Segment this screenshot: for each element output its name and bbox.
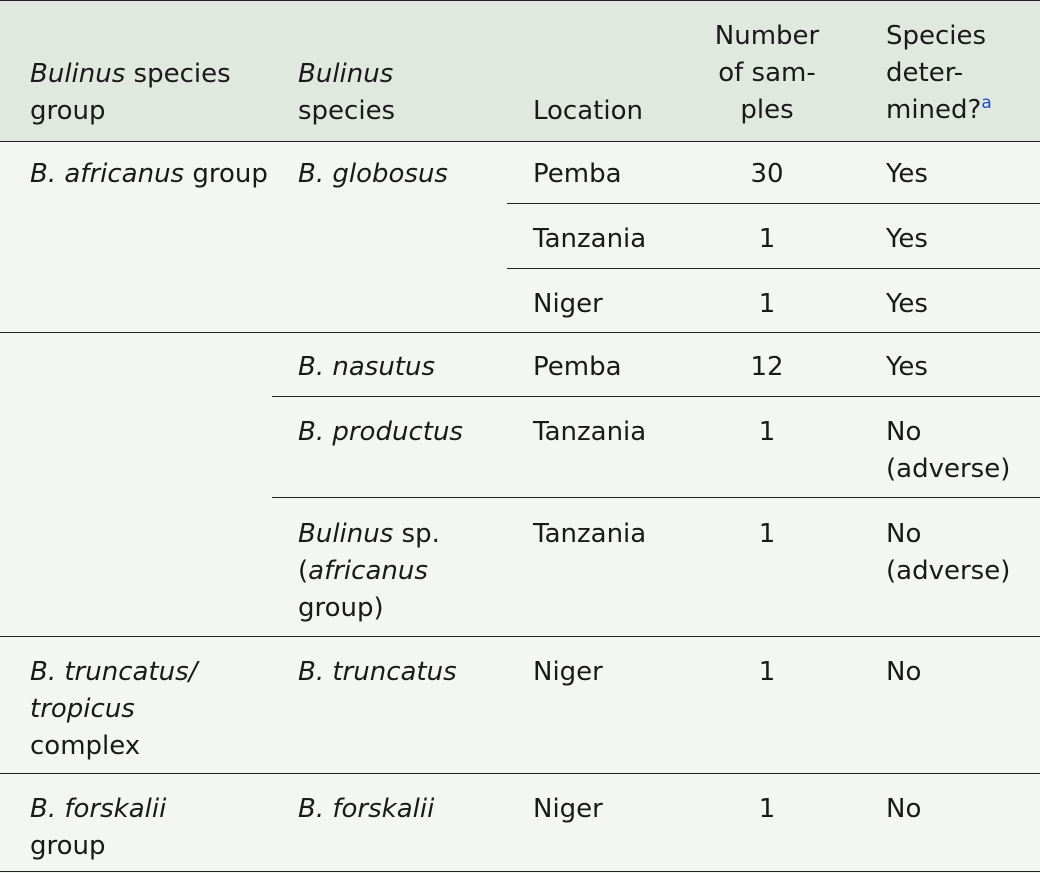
cell-location: Niger <box>533 289 603 319</box>
footnote-marker[interactable]: a <box>981 93 992 113</box>
cell-species-group: B. africanus group <box>30 159 268 189</box>
row-divider <box>507 203 1040 204</box>
cell-samples: 1 <box>758 794 776 824</box>
cell-samples: 1 <box>758 519 776 549</box>
header-species: Bulinus species <box>298 59 396 126</box>
cell-location: Pemba <box>533 159 622 189</box>
cell-samples: 12 <box>750 352 784 382</box>
header-species-determined: Species deter- mined?a <box>886 21 992 125</box>
header-location: Location <box>533 96 643 126</box>
bottom-rule <box>0 871 1040 872</box>
cell-samples: 1 <box>758 657 776 687</box>
cell-species: Bulinus sp. (africanus group) <box>298 519 440 623</box>
row-divider <box>272 497 1040 498</box>
header-species-group: Bulinus species group <box>30 59 231 126</box>
cell-species-group: B. forskalii group <box>30 794 167 861</box>
cell-location: Tanzania <box>533 224 647 254</box>
cell-determined: Yes <box>886 224 928 254</box>
table-header <box>0 0 1040 141</box>
cell-determined: No (adverse) <box>886 417 1011 484</box>
cell-samples: 1 <box>758 289 776 319</box>
cell-determined: Yes <box>886 159 928 189</box>
cell-determined: No <box>886 794 922 824</box>
cell-species: B. truncatus <box>298 657 457 687</box>
cell-location: Niger <box>533 794 603 824</box>
group-divider <box>0 332 1040 333</box>
cell-determined: No (adverse) <box>886 519 1011 586</box>
cell-location: Tanzania <box>533 417 647 447</box>
cell-samples: 1 <box>758 224 776 254</box>
header-rule <box>0 141 1040 142</box>
cell-species-group: B. truncatus/ tropicus complex <box>30 657 198 761</box>
cell-location: Pemba <box>533 352 622 382</box>
group-divider <box>0 773 1040 774</box>
cell-samples: 30 <box>750 159 784 189</box>
cell-location: Niger <box>533 657 603 687</box>
cell-species: B. productus <box>298 417 463 447</box>
header-number-of-samples: Number of sam- ples <box>714 21 820 125</box>
top-rule <box>0 0 1040 1</box>
cell-species: B. nasutus <box>298 352 436 382</box>
cell-determined: Yes <box>886 352 928 382</box>
cell-determined: Yes <box>886 289 928 319</box>
row-divider <box>272 396 1040 397</box>
cell-samples: 1 <box>758 417 776 447</box>
row-divider <box>507 268 1040 269</box>
cell-determined: No <box>886 657 922 687</box>
group-divider <box>0 636 1040 637</box>
cell-species: B. globosus <box>298 159 448 189</box>
cell-species: B. forskalii <box>298 794 435 824</box>
cell-location: Tanzania <box>533 519 647 549</box>
